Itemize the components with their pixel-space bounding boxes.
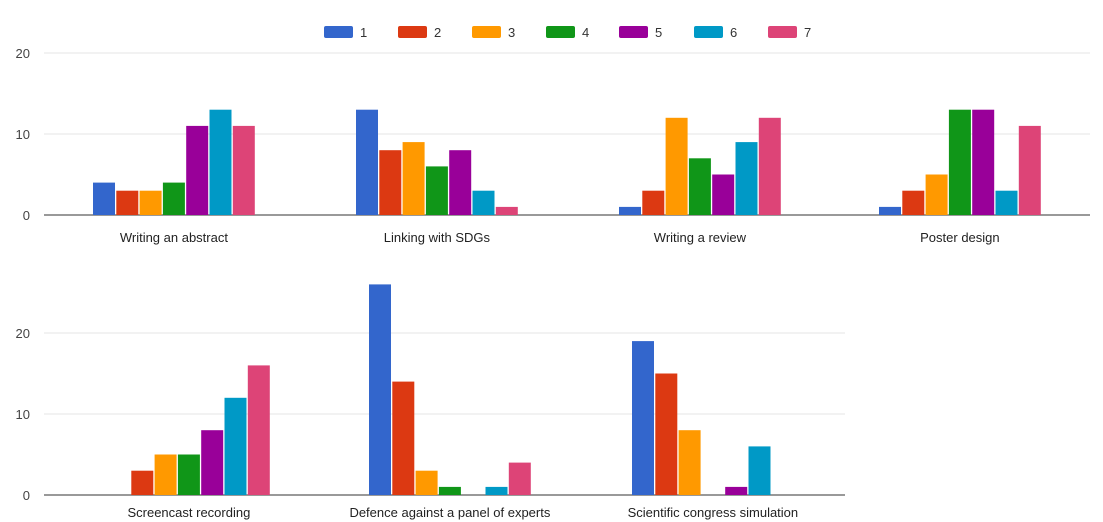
legend-label-4: 4 [582,25,589,40]
bar-row2-group2-series-7 [508,462,531,495]
legend-label-3: 3 [508,25,515,40]
y-tick-row1-10: 10 [16,127,30,142]
bar-row1-group1-series-7 [232,125,255,215]
bar-row1-group4-series-2 [902,190,925,215]
bar-row1-group3-series-7 [758,117,781,215]
bar-row1-group1-series-2 [116,190,139,215]
legend-label-2: 2 [434,25,441,40]
bar-row2-group3-series-1 [632,341,654,495]
bar-row1-group4-series-6 [995,190,1018,215]
y-tick-row2-20: 20 [16,326,30,341]
category-label-row1-2: Linking with SDGs [384,230,491,245]
bar-row1-group2-series-1 [356,109,378,215]
bar-row2-group1-series-6 [224,397,247,495]
bar-row2-group1-series-7 [247,365,270,495]
bar-row1-group1-series-6 [209,109,232,215]
bar-row1-group1-series-4 [162,182,185,215]
bar-row1-group1-series-5 [186,125,209,215]
legend-swatch-6 [694,26,723,38]
bar-row1-group3-series-5 [712,174,735,215]
bar-row1-group3-series-2 [642,190,665,215]
legend-swatch-7 [768,26,797,38]
category-label-row2-1: Screencast recording [127,505,250,520]
category-label-row2-2: Defence against a panel of experts [349,505,550,520]
bar-row1-group2-series-7 [495,206,518,215]
bar-row1-group3-series-1 [619,206,641,215]
bar-row1-group3-series-4 [688,158,711,215]
bar-row2-group1-series-4 [177,454,200,495]
legend-label-7: 7 [804,25,811,40]
legend-label-1: 1 [360,25,367,40]
bar-row1-group2-series-2 [379,150,402,215]
bar-row1-group3-series-3 [665,117,688,215]
bar-row1-group4-series-1 [879,206,901,215]
category-label-row1-1: Writing an abstract [120,230,229,245]
category-label-row2-3: Scientific congress simulation [628,505,799,520]
y-tick-row1-20: 20 [16,46,30,61]
y-tick-row2-0: 0 [23,488,30,503]
bar-row2-group1-series-3 [154,454,177,495]
bar-row2-group3-series-2 [655,373,678,495]
bar-row2-group1-series-2 [131,470,154,495]
legend-swatch-2 [398,26,427,38]
bar-row1-group1-series-3 [139,190,162,215]
legend-swatch-4 [546,26,575,38]
legend-swatch-1 [324,26,353,38]
bar-row1-group2-series-3 [402,142,425,215]
bar-row1-group2-series-4 [425,166,448,215]
bar-row2-group3-series-5 [725,486,748,495]
category-label-row1-3: Writing a review [654,230,747,245]
bar-row2-group1-series-5 [201,430,224,495]
bar-row2-group2-series-1 [369,284,391,495]
legend-label-5: 5 [655,25,662,40]
category-label-row1-4: Poster design [920,230,1000,245]
bar-row2-group3-series-3 [678,430,701,495]
legend-swatch-3 [472,26,501,38]
bar-row2-group2-series-6 [485,486,508,495]
bar-row1-group2-series-6 [472,190,495,215]
bar-row1-group1-series-1 [93,182,115,215]
bar-row1-group3-series-6 [735,142,758,215]
bar-row2-group2-series-2 [392,381,415,495]
y-tick-row2-10: 10 [16,407,30,422]
bar-row1-group4-series-3 [925,174,948,215]
y-tick-row1-0: 0 [23,208,30,223]
bar-row1-group2-series-5 [449,150,472,215]
legend-swatch-5 [619,26,648,38]
bar-row2-group2-series-4 [438,486,461,495]
legend-label-6: 6 [730,25,737,40]
bar-row1-group4-series-5 [972,109,995,215]
bar-row1-group4-series-4 [948,109,971,215]
bar-row2-group3-series-6 [748,446,771,495]
bar-row1-group4-series-7 [1018,125,1041,215]
bar-row2-group2-series-3 [415,470,438,495]
